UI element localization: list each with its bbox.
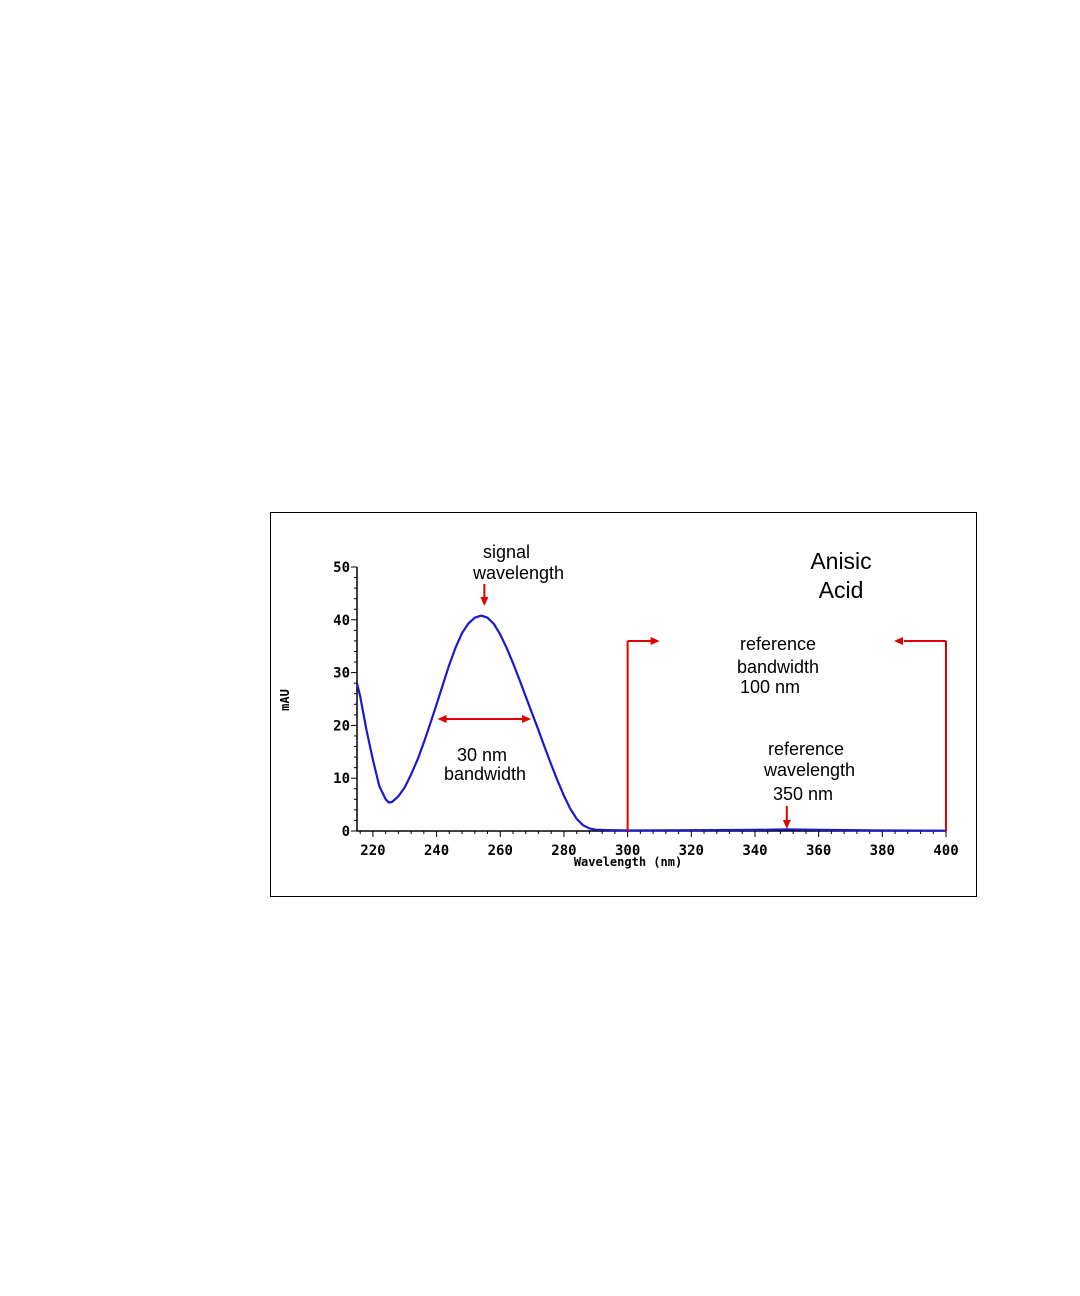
x-tick-label: 300 — [615, 843, 640, 859]
chart-title-line-1: Anisic — [810, 548, 871, 574]
y-axis-title: mAU — [278, 689, 292, 711]
ref-bandwidth-annotation-line-1: reference — [740, 634, 816, 654]
ref-bandwidth-right-arrow-head — [894, 637, 903, 645]
spectrum-line — [355, 614, 947, 832]
x-tick-label: 260 — [488, 843, 513, 859]
chart-title-line-2: Acid — [819, 577, 864, 603]
signal-annotation-line-2: wavelength — [472, 563, 564, 583]
axes: 0 10 20 30 40 50 220 240 260 280 300 320 340 360 380 40… — [333, 560, 959, 859]
x-tick-label: 220 — [360, 843, 385, 859]
y-tick-label: 40 — [333, 613, 350, 629]
bandwidth-annotation-line-2: bandwidth — [444, 764, 526, 784]
y-tick-label: 30 — [333, 666, 350, 682]
curve-layer — [355, 614, 947, 832]
ref-bandwidth-left-arrow-head — [650, 637, 660, 645]
y-tick-label: 50 — [333, 560, 350, 576]
ref-bandwidth-annotation-line-3: 100 nm — [740, 677, 800, 697]
x-tick-label: 360 — [806, 843, 831, 859]
y-tick-label: 10 — [333, 771, 350, 787]
bandwidth-annotation-line-1: 30 nm — [457, 745, 507, 765]
ref-wavelength-annotation-line-2: wavelength — [763, 760, 855, 780]
x-tick-label: 280 — [551, 843, 576, 859]
x-axis-title: Wavelength (nm) — [574, 855, 682, 869]
ref-wavelength-arrow-head — [782, 820, 791, 829]
x-tick-label: 240 — [424, 843, 449, 859]
signal-annotation-line-1: signal — [483, 542, 530, 562]
x-tick-label: 400 — [933, 843, 958, 859]
figure-frame — [270, 512, 977, 897]
ref-bandwidth-annotation-line-2: bandwidth — [737, 657, 819, 677]
annotation-layer — [437, 584, 947, 831]
bandwidth-arrow-head-right — [522, 715, 532, 723]
ref-wavelength-annotation-line-1: reference — [768, 739, 844, 759]
y-tick-label: 0 — [342, 824, 350, 840]
y-tick-label: 20 — [333, 718, 350, 734]
ref-wavelength-annotation-line-3: 350 nm — [773, 784, 833, 804]
signal-arrow-head — [480, 597, 489, 606]
x-tick-label: 340 — [742, 843, 767, 859]
x-tick-label: 320 — [679, 843, 704, 859]
bandwidth-arrow-head-left — [437, 715, 447, 723]
x-tick-label: 380 — [870, 843, 895, 859]
